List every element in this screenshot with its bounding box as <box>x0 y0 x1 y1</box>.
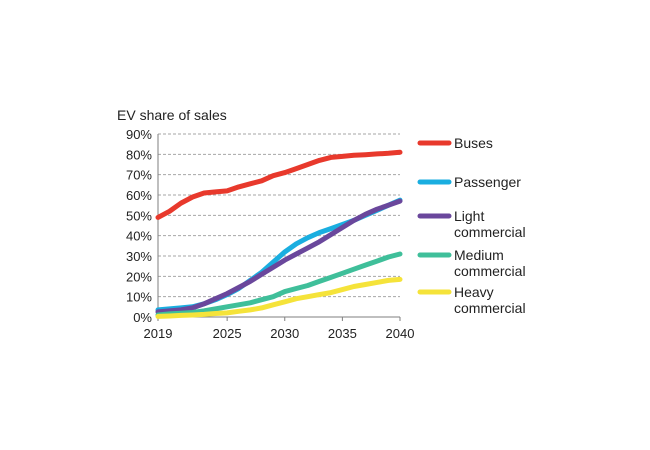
x-tick-label: 2025 <box>213 326 242 341</box>
legend-label: commercial <box>454 300 526 316</box>
legend-label: Buses <box>454 135 493 151</box>
legend-label: Medium <box>454 247 504 263</box>
series-line-medium-commercial <box>155 251 403 318</box>
legend-item-passenger: Passenger <box>417 174 521 190</box>
y-tick-label: 90% <box>126 127 152 142</box>
legend: BusesPassengerLightcommercialMediumcomme… <box>417 135 526 316</box>
y-tick-label: 0% <box>133 310 152 325</box>
legend-label: Light <box>454 208 484 224</box>
series-line-buses <box>155 149 403 220</box>
y-tick-label: 20% <box>126 269 152 284</box>
x-tick-label: 2040 <box>386 326 415 341</box>
x-tick-label: 2035 <box>328 326 357 341</box>
y-tick-label: 80% <box>126 147 152 162</box>
y-tick-label: 50% <box>126 208 152 223</box>
y-tick-label: 60% <box>126 188 152 203</box>
legend-label: commercial <box>454 224 526 240</box>
legend-item-buses: Buses <box>417 135 493 151</box>
legend-label: commercial <box>454 263 526 279</box>
legend-label: Passenger <box>454 174 521 190</box>
series-line-heavy-commercial <box>155 276 403 319</box>
chart-title: EV share of sales <box>117 107 227 123</box>
y-tick-label: 40% <box>126 229 152 244</box>
series-lines <box>155 149 403 319</box>
x-tick-labels: 2019 2025 2030 2035 2040 <box>144 326 415 341</box>
x-tick-label: 2019 <box>144 326 173 341</box>
legend-label: Heavy <box>454 284 494 300</box>
series-line-light-commercial <box>155 198 403 315</box>
y-tick-label: 10% <box>126 290 152 305</box>
y-tick-label: 30% <box>126 249 152 264</box>
y-tick-labels: 0% 10% 20% 30% 40% 50% 60% 70% 80% 90% <box>126 127 152 325</box>
y-tick-label: 70% <box>126 168 152 183</box>
x-tick-label: 2030 <box>270 326 299 341</box>
